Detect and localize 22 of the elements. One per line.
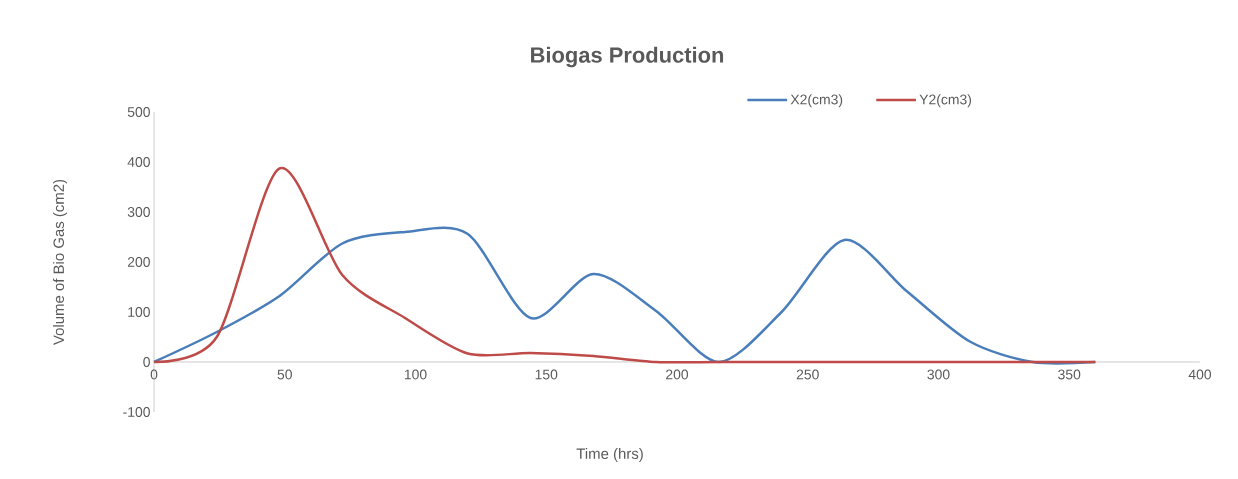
x-tick-label: 250 bbox=[796, 369, 819, 380]
x-tick-label: 0 bbox=[150, 369, 158, 380]
y-tick-label: 400 bbox=[127, 157, 150, 167]
line-series bbox=[152, 167, 1097, 364]
x-tick-label: 400 bbox=[1188, 369, 1212, 380]
y-tick-label: 100 bbox=[128, 307, 150, 317]
chart-title: Biogas Production bbox=[531, 46, 724, 68]
legend-label: Y2(cm3) bbox=[919, 94, 972, 108]
x-tick-label: 100 bbox=[404, 369, 427, 380]
legend-label: X2(cm3) bbox=[790, 94, 843, 108]
x-tick-label: 350 bbox=[1058, 369, 1081, 380]
y-tick-label: 200 bbox=[127, 257, 150, 267]
y-tick-label: 300 bbox=[127, 207, 150, 217]
y-axis-title: Volume of Bio Gas (cm2) bbox=[53, 179, 67, 345]
y-tick-label: 0 bbox=[143, 357, 150, 367]
y-tick-label: 500 bbox=[127, 107, 150, 117]
x-axis-title: Time (hrs) bbox=[576, 448, 643, 462]
x-tick-label: 50 bbox=[277, 369, 292, 380]
x-tick-label: 150 bbox=[535, 369, 558, 380]
x-tick-label: 300 bbox=[927, 369, 950, 380]
x-tick-label: 200 bbox=[666, 369, 689, 380]
y-tick-label: -100 bbox=[123, 407, 150, 417]
